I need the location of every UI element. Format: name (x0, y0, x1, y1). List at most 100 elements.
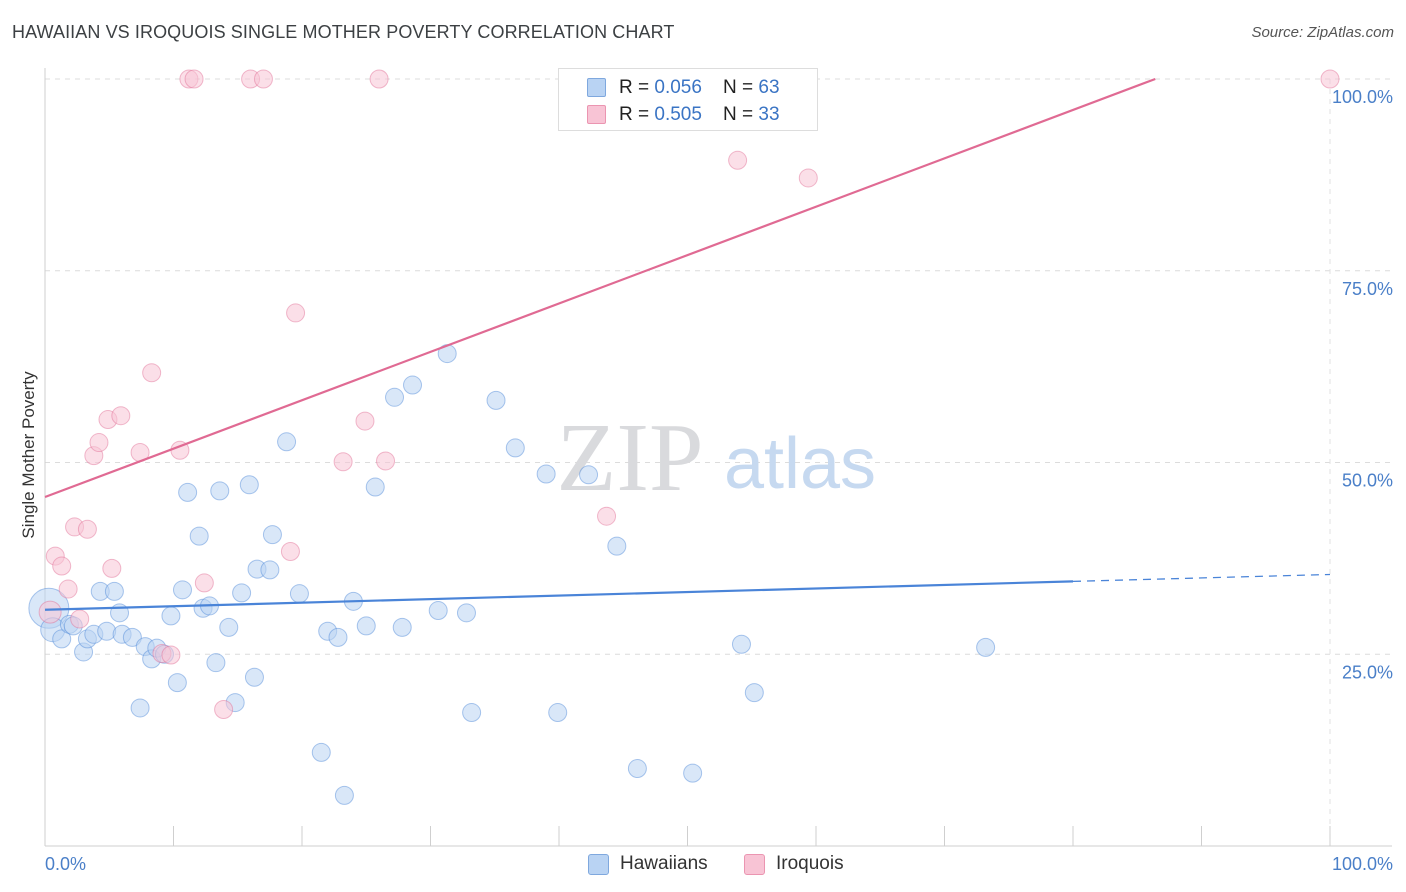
iroquois-point (70, 609, 90, 629)
hawaiians-point (219, 617, 239, 637)
hawaiians-point (244, 667, 264, 687)
hawaiians-point (548, 703, 568, 723)
iroquois-point (194, 573, 214, 593)
x-tick-label-min: 0.0% (45, 854, 86, 874)
iroquois-point (355, 411, 375, 431)
iroquois-point (38, 600, 62, 624)
iroquois-point (184, 69, 204, 89)
hawaiians-trend-line (44, 580, 1074, 611)
hawaiians-point (627, 759, 647, 779)
r-value: 0.056 (654, 77, 702, 98)
y-axis-title: Single Mother Poverty (19, 371, 38, 539)
iroquois-point (111, 406, 131, 426)
hawaiians-point (161, 606, 181, 626)
n-label: N = (723, 77, 759, 98)
r-label: R = (619, 104, 655, 125)
hawaiians-point (167, 673, 187, 693)
hawaiians-point (239, 475, 259, 495)
iroquois-point (280, 541, 300, 561)
y-tick-label: 50.0% (1342, 471, 1393, 491)
hawaiians-point (52, 629, 72, 649)
chart-source: Source: ZipAtlas.com (1251, 24, 1394, 41)
iroquois-point (1320, 69, 1340, 89)
hawaiians-point (232, 583, 252, 603)
watermark-atlas: atlas (724, 424, 876, 504)
watermark: ZIP atlas (557, 404, 877, 512)
legend-swatch-hawaiians (588, 854, 609, 875)
stats-text: R = 0.056 N = 63 (619, 77, 780, 99)
hawaiians-point (731, 634, 751, 654)
hawaiians-point (486, 390, 506, 410)
hawaiians-point (122, 627, 142, 647)
hawaiians-point (189, 526, 209, 546)
hawaiians-point (403, 375, 423, 395)
r-value: 0.505 (654, 104, 702, 125)
iroquois-point (102, 558, 122, 578)
iroquois-trend-line (44, 77, 1156, 499)
hawaiians-point (744, 683, 764, 703)
hawaiians-point (206, 653, 226, 673)
legend-label-iroquois: Iroquois (776, 853, 844, 874)
hawaiians-point (277, 432, 297, 452)
r-label: R = (619, 77, 655, 98)
hawaiians-swatch (587, 78, 606, 97)
iroquois-point (77, 519, 97, 539)
hawaiians-point (607, 536, 627, 556)
hawaiians-point (456, 603, 476, 623)
hawaiians-point (683, 763, 703, 783)
hawaiians-point (365, 477, 385, 497)
iroquois-point (728, 150, 748, 170)
hawaiians-point (334, 785, 354, 805)
hawaiians-point (505, 438, 525, 458)
hawaiians-point (356, 616, 376, 636)
watermark-zip: ZIP (557, 404, 704, 512)
iroquois-point (286, 303, 306, 323)
trend-lines (44, 77, 1331, 611)
hawaiians-point (392, 617, 412, 637)
hawaiians-point (178, 482, 198, 502)
stats-text: R = 0.505 N = 33 (619, 104, 780, 126)
hawaiians-point (428, 601, 448, 621)
hawaiians-point (104, 581, 124, 601)
iroquois-point (376, 451, 396, 471)
gridlines (45, 78, 1392, 846)
iroquois-point (89, 433, 109, 453)
hawaiians-point (328, 627, 348, 647)
iroquois-point (253, 69, 273, 89)
stats-legend-box: R = 0.056 N = 63 R = 0.505 N = 33 (558, 68, 818, 131)
y-tick-label: 100.0% (1332, 87, 1393, 107)
hawaiians-trend-extension (1072, 573, 1331, 583)
hawaiians-point (172, 580, 192, 600)
tick-labels: 25.0% 50.0% 75.0% 100.0% 0.0% 100.0% (45, 87, 1393, 874)
iroquois-point (142, 363, 162, 383)
hawaiians-point (97, 621, 117, 641)
hawaiians-point (579, 465, 599, 485)
hawaiians-point (311, 742, 331, 762)
hawaiians-point (536, 464, 556, 484)
y-tick-label: 25.0% (1342, 662, 1393, 682)
hawaiians-point (130, 698, 150, 718)
y-tick-label: 75.0% (1342, 279, 1393, 299)
iroquois-point (214, 699, 234, 719)
hawaiians-point (385, 387, 405, 407)
legend-swatch-iroquois (744, 854, 765, 875)
iroquois-point (52, 556, 72, 576)
hawaiians-point (289, 584, 309, 604)
iroquois-point (333, 452, 353, 472)
n-label: N = (723, 104, 759, 125)
hawaiians-point (260, 560, 280, 580)
iroquois-point (369, 69, 389, 89)
hawaiians-point (210, 481, 230, 501)
hawaiians-point (262, 525, 282, 545)
n-value: 63 (758, 77, 780, 98)
iroquois-point (798, 168, 818, 188)
x-tick-label-max: 100.0% (1332, 854, 1393, 874)
chart-title: HAWAIIAN VS IROQUOIS SINGLE MOTHER POVER… (12, 22, 675, 42)
iroquois-point (58, 579, 78, 599)
hawaiians-point (976, 637, 996, 657)
axes (44, 68, 1392, 847)
iroquois-swatch (587, 105, 606, 124)
iroquois-point (597, 506, 617, 526)
iroquois-point (161, 645, 181, 665)
